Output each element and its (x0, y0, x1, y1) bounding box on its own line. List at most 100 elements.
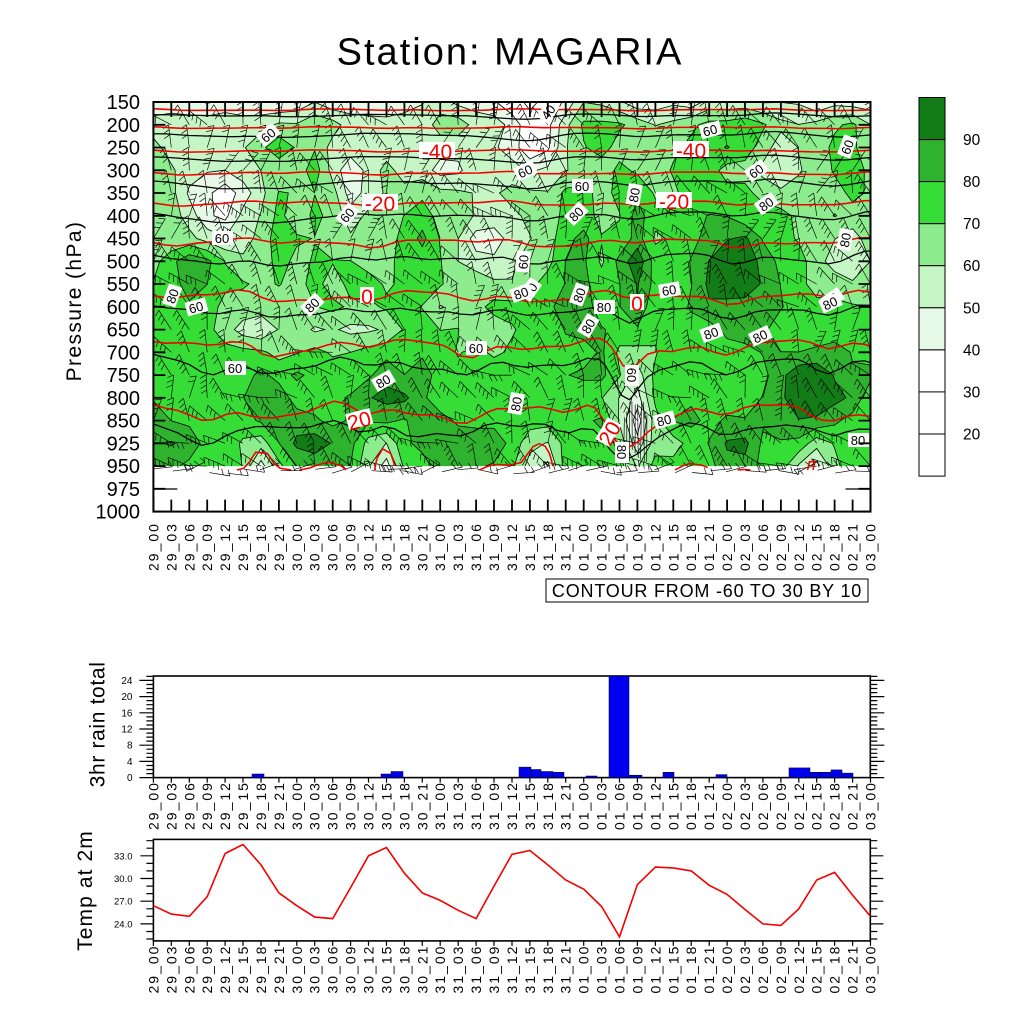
svg-text:29_00: 29_00 (145, 522, 161, 571)
svg-text:Station: MAGARIA: Station: MAGARIA (337, 32, 684, 74)
svg-text:-20: -20 (365, 193, 395, 216)
svg-text:60: 60 (215, 231, 229, 246)
svg-text:24: 24 (121, 676, 133, 687)
svg-text:80: 80 (373, 371, 393, 391)
svg-text:925: 925 (107, 433, 140, 455)
svg-text:30_00: 30_00 (289, 522, 305, 571)
svg-text:02_21: 02_21 (845, 781, 861, 830)
svg-text:80: 80 (578, 316, 598, 336)
svg-text:02_00: 02_00 (719, 522, 735, 571)
svg-text:01_21: 01_21 (701, 781, 717, 830)
svg-text:02_03: 02_03 (737, 945, 753, 994)
svg-text:60: 60 (515, 254, 531, 270)
svg-text:31_03: 31_03 (450, 781, 466, 830)
svg-text:01_09: 01_09 (629, 945, 645, 994)
svg-text:31_18: 31_18 (540, 781, 556, 830)
svg-text:29_21: 29_21 (271, 522, 287, 571)
svg-text:90: 90 (963, 132, 981, 149)
svg-text:02_03: 02_03 (737, 522, 753, 571)
svg-text:8: 8 (127, 741, 133, 752)
svg-text:02_00: 02_00 (719, 781, 735, 830)
svg-text:80: 80 (851, 433, 865, 448)
svg-text:850: 850 (107, 411, 140, 433)
svg-text:27.0: 27.0 (114, 897, 133, 908)
svg-text:31_06: 31_06 (468, 522, 484, 571)
svg-text:02_09: 02_09 (773, 522, 789, 571)
svg-text:975: 975 (107, 479, 140, 501)
svg-text:31_09: 31_09 (486, 945, 502, 994)
svg-text:01_21: 01_21 (701, 522, 717, 571)
svg-text:30: 30 (963, 384, 981, 401)
svg-text:02_00: 02_00 (719, 945, 735, 994)
svg-text:20: 20 (963, 427, 981, 444)
svg-text:-20: -20 (659, 191, 689, 214)
svg-text:01_00: 01_00 (576, 522, 592, 571)
svg-text:31_00: 31_00 (432, 522, 448, 571)
svg-text:29_09: 29_09 (199, 522, 215, 571)
svg-text:02_18: 02_18 (827, 781, 843, 830)
svg-text:31_12: 31_12 (504, 945, 520, 994)
svg-text:60: 60 (701, 121, 719, 139)
svg-text:1000: 1000 (96, 502, 141, 524)
svg-text:80: 80 (820, 294, 839, 314)
svg-text:Pressure (hPa): Pressure (hPa) (63, 221, 86, 382)
svg-text:01_06: 01_06 (612, 945, 628, 994)
svg-text:30_12: 30_12 (361, 781, 377, 830)
svg-text:650: 650 (107, 320, 140, 342)
svg-text:31_15: 31_15 (522, 945, 538, 994)
svg-text:30.0: 30.0 (114, 874, 133, 885)
svg-text:29_06: 29_06 (181, 522, 197, 571)
svg-text:40: 40 (963, 342, 981, 359)
svg-text:31_18: 31_18 (540, 522, 556, 571)
svg-text:60: 60 (228, 361, 242, 376)
svg-text:80: 80 (756, 194, 776, 215)
svg-text:4: 4 (127, 757, 133, 768)
svg-text:30_06: 30_06 (325, 781, 341, 830)
svg-text:01_18: 01_18 (683, 781, 699, 830)
svg-text:29_15: 29_15 (235, 781, 251, 830)
svg-text:200: 200 (107, 115, 140, 137)
svg-text:0: 0 (361, 286, 373, 309)
svg-text:01_12: 01_12 (647, 522, 663, 571)
svg-text:31_00: 31_00 (432, 945, 448, 994)
svg-text:29_18: 29_18 (253, 945, 269, 994)
svg-text:03_00: 03_00 (863, 781, 879, 830)
svg-text:01_09: 01_09 (629, 522, 645, 571)
svg-text:30_21: 30_21 (414, 781, 430, 830)
svg-text:30_21: 30_21 (414, 522, 430, 571)
svg-text:29_03: 29_03 (163, 781, 179, 830)
svg-text:01_15: 01_15 (665, 522, 681, 571)
svg-text:01_03: 01_03 (594, 781, 610, 830)
svg-text:31_06: 31_06 (468, 781, 484, 830)
svg-text:02_21: 02_21 (845, 945, 861, 994)
svg-text:01_06: 01_06 (612, 781, 628, 830)
svg-text:800: 800 (107, 388, 140, 410)
svg-text:33.0: 33.0 (114, 851, 133, 862)
svg-text:02_09: 02_09 (773, 945, 789, 994)
svg-text:30_12: 30_12 (361, 945, 377, 994)
svg-text:31_15: 31_15 (522, 522, 538, 571)
svg-text:CONTOUR FROM -60 TO 30 BY 10: CONTOUR FROM -60 TO 30 BY 10 (552, 581, 862, 601)
svg-text:80: 80 (512, 284, 531, 303)
svg-text:02_15: 02_15 (809, 945, 825, 994)
svg-text:01_12: 01_12 (647, 781, 663, 830)
svg-text:01_15: 01_15 (665, 945, 681, 994)
svg-text:29_18: 29_18 (253, 522, 269, 571)
svg-text:550: 550 (107, 274, 140, 296)
svg-text:30_21: 30_21 (414, 945, 430, 994)
svg-text:02_15: 02_15 (809, 522, 825, 571)
svg-text:01_18: 01_18 (683, 522, 699, 571)
svg-text:02_18: 02_18 (827, 945, 843, 994)
svg-text:01_12: 01_12 (647, 945, 663, 994)
svg-text:0: 0 (127, 773, 133, 784)
svg-text:29_03: 29_03 (163, 522, 179, 571)
svg-text:02_12: 02_12 (791, 945, 807, 994)
svg-text:29_12: 29_12 (217, 781, 233, 830)
svg-text:60: 60 (746, 161, 766, 182)
svg-text:31_15: 31_15 (522, 781, 538, 830)
svg-text:01_09: 01_09 (629, 781, 645, 830)
svg-text:30_06: 30_06 (325, 522, 341, 571)
svg-text:950: 950 (107, 456, 140, 478)
svg-text:01_21: 01_21 (701, 945, 717, 994)
svg-text:50: 50 (963, 300, 981, 317)
